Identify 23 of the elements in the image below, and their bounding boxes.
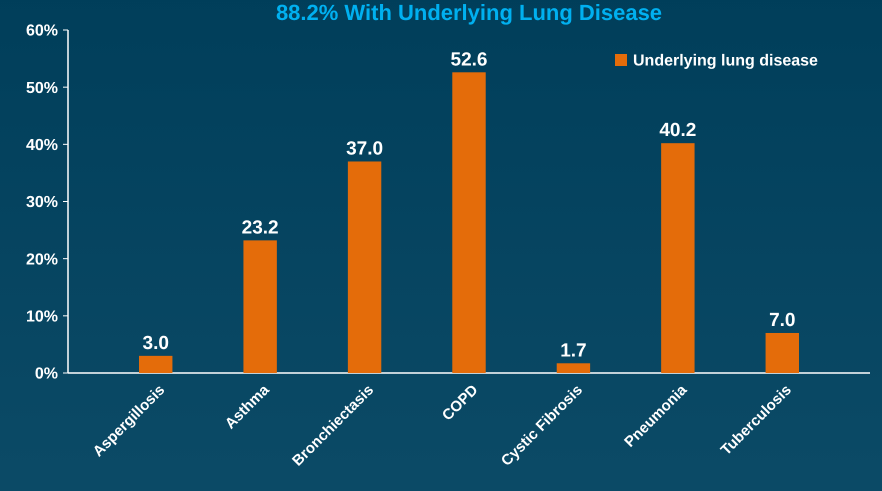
data-label: 1.7 — [560, 340, 587, 362]
y-tick-label: 0% — [34, 366, 58, 383]
data-label: 3.0 — [142, 332, 169, 354]
bar — [452, 72, 486, 373]
data-label: 23.2 — [242, 217, 279, 238]
bar — [243, 240, 277, 373]
y-tick-label: 30% — [26, 194, 58, 212]
y-tick-label: 10% — [26, 308, 58, 326]
legend-label: Underlying lung disease — [633, 52, 818, 70]
bar — [556, 363, 590, 373]
y-tick-label: 50% — [26, 80, 58, 97]
data-label: 7.0 — [769, 310, 796, 331]
bar — [766, 332, 799, 373]
bar — [139, 356, 172, 373]
y-tick-label: 20% — [26, 251, 58, 268]
data-label: 37.0 — [346, 138, 384, 160]
y-tick-label: 60% — [26, 22, 58, 40]
data-label: 40.2 — [659, 120, 696, 142]
chart-title: 88.2% With Underlying Lung Disease — [276, 0, 662, 25]
data-label: 52.6 — [450, 49, 488, 70]
bar — [661, 143, 695, 373]
y-tick-label: 40% — [26, 136, 58, 154]
bar — [348, 161, 382, 373]
